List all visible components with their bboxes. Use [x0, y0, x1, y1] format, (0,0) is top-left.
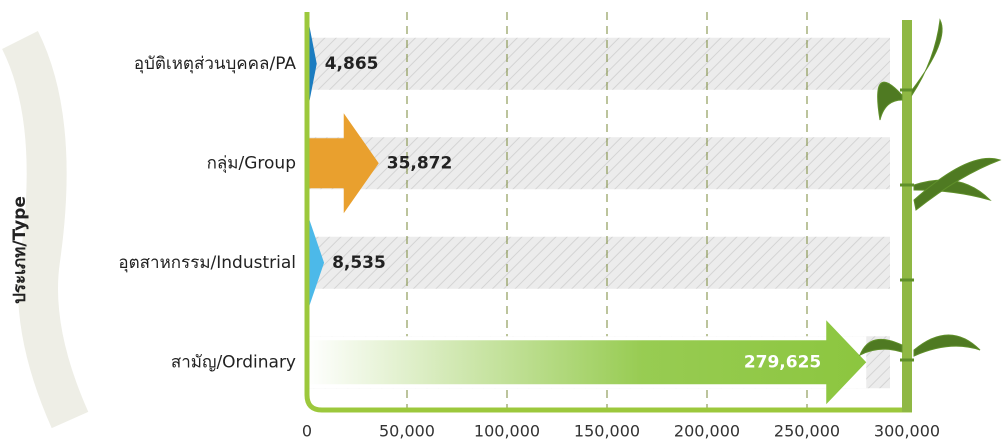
- bars: [307, 13, 867, 405]
- x-tick-label: 200,000: [674, 422, 740, 441]
- row-band: [307, 37, 890, 90]
- grid: [406, 12, 808, 410]
- value-label: 279,625: [744, 352, 821, 372]
- row-band: [307, 137, 890, 190]
- bar-arrow: [307, 113, 379, 214]
- category-label: กลุ่ม/Group: [207, 153, 296, 173]
- x-tick-label: 0: [302, 422, 312, 441]
- category-label: สามัญ/Ordinary: [171, 352, 296, 372]
- bar-arrow: [307, 212, 325, 313]
- category-label: อุตสาหกรรม/Industrial: [118, 253, 296, 273]
- row-bands: [307, 37, 890, 389]
- x-tick-label: 250,000: [774, 422, 840, 441]
- x-tick-label: 300,000: [874, 422, 940, 441]
- bamboo: [859, 18, 1002, 412]
- x-tick-label: 50,000: [379, 422, 435, 441]
- y-axis-label: ประเภท/Type: [10, 196, 30, 304]
- axis-line: [304, 12, 912, 413]
- value-label: 35,872: [387, 153, 453, 173]
- row-band: [307, 236, 890, 289]
- bar-arrow: [307, 320, 867, 405]
- category-label: อุบัติเหตุส่วนบุคคล/PA: [134, 54, 296, 74]
- x-tick-label: 100,000: [474, 422, 540, 441]
- x-tick-label: 150,000: [574, 422, 640, 441]
- value-label: 4,865: [325, 54, 379, 74]
- value-label: 8,535: [332, 253, 386, 273]
- background-decoration: [1, 31, 89, 429]
